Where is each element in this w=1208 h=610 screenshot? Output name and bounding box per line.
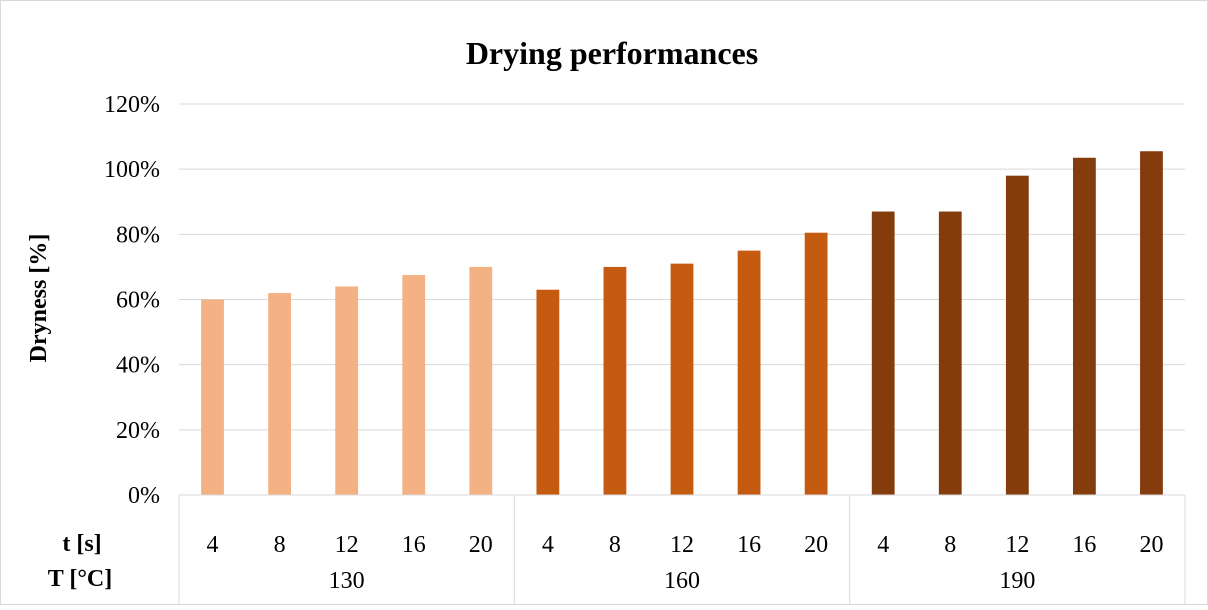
y-tick-label: 20% (116, 418, 160, 444)
y-axis-title: Dryness [%] (26, 234, 52, 363)
chart-title: Drying performances (466, 35, 758, 71)
x-axis: 4 8 12 16 20 130 4 8 12 16 20 160 4 8 12 16 20 190 (178, 494, 1186, 605)
y-tick-label: 80% (116, 222, 160, 248)
bar (670, 263, 694, 495)
x-tick-label: 16 (402, 532, 426, 558)
x-row-label-time: t [s] (62, 531, 101, 557)
x-tick-label: 4 (207, 532, 219, 558)
bar (871, 211, 895, 495)
y-tick-label: 40% (116, 353, 160, 379)
bar (603, 266, 627, 495)
y-axis-ticks: 0% 20% 40% 60% 80% 100% 120% (104, 92, 160, 509)
bar (469, 266, 493, 495)
x-tick-label: 4 (542, 532, 554, 558)
x-tick-label: 8 (944, 532, 956, 558)
bar (804, 232, 828, 495)
y-tick-label: 100% (104, 157, 160, 183)
bar (1140, 151, 1163, 495)
bar (402, 275, 426, 495)
x-tick-label: 20 (804, 532, 828, 558)
x-tick-label: 8 (609, 532, 621, 558)
bar (536, 289, 560, 495)
x-tick-label: 20 (469, 532, 493, 558)
bar (201, 299, 224, 495)
y-tick-label: 0% (128, 483, 160, 509)
x-tick-label: 12 (335, 532, 359, 558)
x-tick-label: 16 (1072, 532, 1096, 558)
x-tick-label: 12 (670, 532, 694, 558)
x-tick-label: 20 (1139, 532, 1163, 558)
x-tick-label: 8 (274, 532, 286, 558)
y-tick-label: 60% (116, 288, 160, 314)
group-label: 130 (329, 568, 365, 594)
y-tick-label: 120% (104, 92, 160, 118)
bar (1005, 175, 1029, 495)
bars (201, 151, 1163, 495)
x-row-label-temperature: T [°C] (48, 566, 113, 592)
x-tick-label: 16 (737, 532, 761, 558)
group-label: 160 (664, 568, 700, 594)
bar (335, 286, 359, 495)
group-label: 190 (999, 568, 1035, 594)
bar (938, 211, 962, 495)
x-tick-label: 4 (877, 532, 889, 558)
bar (1072, 157, 1096, 495)
x-tick-label: 12 (1005, 532, 1029, 558)
bar (268, 292, 292, 495)
bar (737, 250, 761, 495)
